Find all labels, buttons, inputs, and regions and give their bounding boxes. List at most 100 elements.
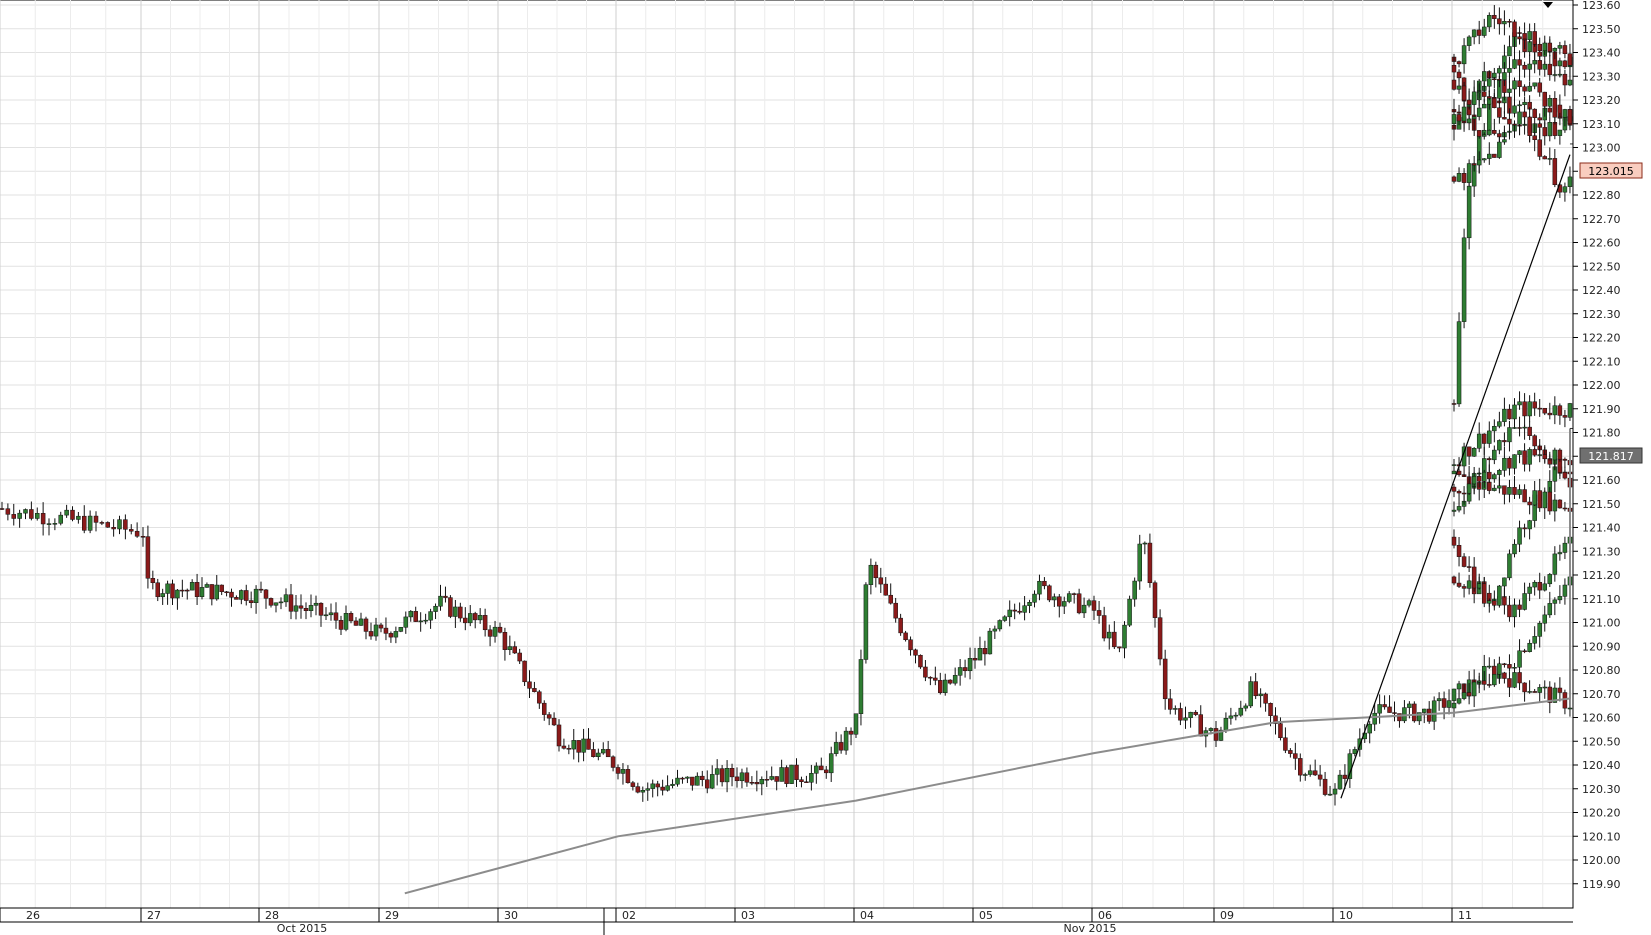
candle-body [804, 781, 809, 783]
candle-body [1218, 729, 1224, 741]
candle-body [1288, 750, 1293, 754]
candle-body [1168, 698, 1173, 710]
candle-body [64, 509, 69, 516]
x-tick-label: 05 [979, 909, 993, 922]
candle-body [1537, 454, 1542, 456]
candle-body [1127, 598, 1132, 626]
candle-body [1532, 60, 1537, 65]
candle-body [1547, 158, 1553, 160]
candle-body [1487, 78, 1492, 87]
scroll-marker-icon [1543, 2, 1553, 8]
candle-body [1502, 117, 1507, 120]
x-tick-label: 30 [504, 909, 518, 922]
candle-body [1451, 79, 1457, 90]
y-tick-label: 121.50 [1582, 498, 1621, 511]
candle-body [893, 602, 898, 619]
candle-body [1517, 672, 1522, 684]
candle-body [1547, 603, 1553, 616]
candle-body [1522, 450, 1527, 465]
y-tick-label: 121.60 [1582, 474, 1621, 487]
y-tick-label: 122.60 [1582, 237, 1621, 250]
candle-body [824, 769, 829, 774]
y-tick-label: 120.10 [1582, 830, 1621, 843]
y-tick-label: 121.00 [1582, 617, 1621, 630]
candle-body [23, 509, 28, 514]
y-tick-label: 123.40 [1582, 47, 1621, 60]
candle-body [828, 753, 834, 774]
candle-body [1517, 450, 1522, 455]
candle-body [719, 768, 725, 783]
candle-body [1557, 596, 1563, 601]
candle-body [1512, 123, 1517, 126]
candle-body [729, 768, 735, 778]
candle-body [561, 745, 567, 749]
candle-body [1527, 63, 1532, 70]
candle-body [1198, 714, 1203, 737]
candle-body [1567, 707, 1573, 710]
candle-body [1492, 130, 1497, 134]
time-axis-labels: 26 27 28 29 30 02 03 04 05 06 09 10 11 O… [26, 909, 1472, 935]
candle-body [1537, 43, 1542, 51]
candle-body [1512, 543, 1517, 555]
candle-body [1557, 552, 1563, 555]
candle-body [1062, 601, 1067, 607]
candle-body [1248, 681, 1253, 707]
chart-overlays [404, 143, 1573, 895]
candle-body [1307, 770, 1313, 775]
candle-body [1517, 527, 1522, 545]
y-tick-label: 123.50 [1582, 23, 1621, 36]
candle-body [883, 583, 888, 596]
candle-body [1527, 85, 1532, 92]
candle-body [1502, 440, 1507, 443]
candle-body [1532, 31, 1537, 45]
candle-body [739, 772, 745, 782]
candle-body [383, 627, 389, 634]
candle-body [1502, 577, 1507, 587]
candle-body [596, 752, 601, 757]
candle-body [972, 658, 978, 661]
candle-body [1387, 706, 1392, 713]
candle-body [123, 519, 128, 530]
candle-body [1456, 71, 1462, 79]
candle-body [1456, 582, 1462, 587]
candle-body [1476, 680, 1482, 683]
candle-body [1507, 604, 1512, 618]
y-tick-label: 123.60 [1582, 0, 1621, 12]
candle-body [1057, 596, 1062, 607]
candle-body [1142, 542, 1148, 545]
candle-body [1476, 433, 1482, 449]
x-tick-label: 10 [1339, 909, 1353, 922]
candle-body [1253, 681, 1258, 697]
candle-body [1451, 509, 1457, 512]
candle-body [373, 624, 379, 637]
candle-body [1482, 471, 1487, 482]
candle-body [1512, 404, 1517, 420]
candle-body [1456, 173, 1462, 182]
candle-body [1471, 29, 1477, 38]
candle-body [1492, 600, 1497, 606]
candle-body [52, 523, 58, 525]
candle-body [987, 630, 993, 655]
candle-body [1233, 714, 1239, 717]
candle-body [1537, 581, 1542, 591]
candle-body [338, 620, 344, 630]
y-tick-label: 122.20 [1582, 332, 1621, 345]
y-tick-label: 121.30 [1582, 545, 1621, 558]
candle-body [170, 583, 175, 599]
candle-body [1147, 542, 1153, 583]
candle-body [962, 667, 968, 672]
y-tick-label: 120.60 [1582, 712, 1621, 725]
candle-body [1497, 485, 1502, 489]
candle-body [239, 590, 244, 600]
candle-body [1223, 717, 1229, 731]
candle-body [1507, 457, 1512, 469]
candle-body [1542, 614, 1547, 624]
candle-body [1451, 470, 1457, 475]
candle-body [87, 515, 93, 531]
candle-body [615, 767, 621, 774]
candle-body [150, 578, 156, 584]
candle-body [308, 605, 314, 611]
candle-body [532, 688, 537, 693]
candle-body [1507, 68, 1512, 73]
y-tick-label: 120.40 [1582, 759, 1621, 772]
